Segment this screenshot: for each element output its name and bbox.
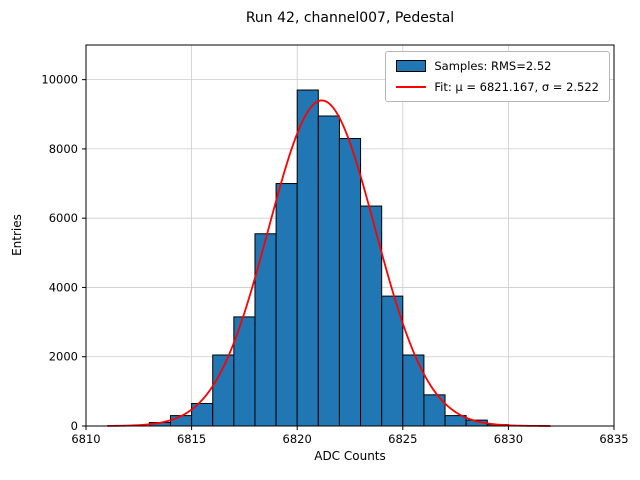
y-tick-label: 8000 bbox=[49, 142, 78, 156]
fit-curve bbox=[107, 99, 551, 427]
axes-frame bbox=[85, 44, 615, 427]
x-tick-label: 6825 bbox=[388, 432, 417, 446]
y-axis-label: Entries bbox=[10, 214, 24, 256]
histogram-bar bbox=[338, 138, 362, 427]
legend-fit-line bbox=[396, 86, 427, 88]
x-tick-label: 6815 bbox=[177, 432, 206, 446]
y-tick-label: 4000 bbox=[49, 280, 78, 294]
histogram-bar bbox=[317, 115, 340, 427]
x-axis-label: ADC Counts bbox=[314, 449, 386, 463]
x-tick-label: 6835 bbox=[599, 432, 628, 446]
histogram-bar bbox=[296, 89, 319, 427]
y-tick-label: 6000 bbox=[49, 211, 78, 225]
legend-item-samples: Samples: RMS=2.52 bbox=[396, 59, 599, 73]
x-tick-label: 6830 bbox=[494, 432, 523, 446]
legend-fit-label: Fit: μ = 6821.167, σ = 2.522 bbox=[434, 80, 599, 94]
legend-item-fit: Fit: μ = 6821.167, σ = 2.522 bbox=[396, 80, 599, 94]
legend-samples-swatch bbox=[396, 60, 427, 72]
histogram-bar bbox=[402, 354, 425, 427]
y-tick-label: 2000 bbox=[49, 350, 78, 364]
legend-samples-label: Samples: RMS=2.52 bbox=[434, 59, 552, 73]
histogram-bar bbox=[169, 415, 193, 427]
y-tick-label: 10000 bbox=[41, 73, 78, 87]
legend: Samples: RMS=2.52 Fit: μ = 6821.167, σ =… bbox=[385, 51, 610, 102]
x-tick-label: 6810 bbox=[71, 432, 100, 446]
x-tick-label: 6820 bbox=[283, 432, 312, 446]
histogram-bar bbox=[275, 183, 298, 427]
histogram-bar bbox=[254, 233, 277, 427]
chart-title: Run 42, channel007, Pedestal bbox=[245, 10, 455, 26]
y-tick-label: 0 bbox=[71, 419, 78, 433]
